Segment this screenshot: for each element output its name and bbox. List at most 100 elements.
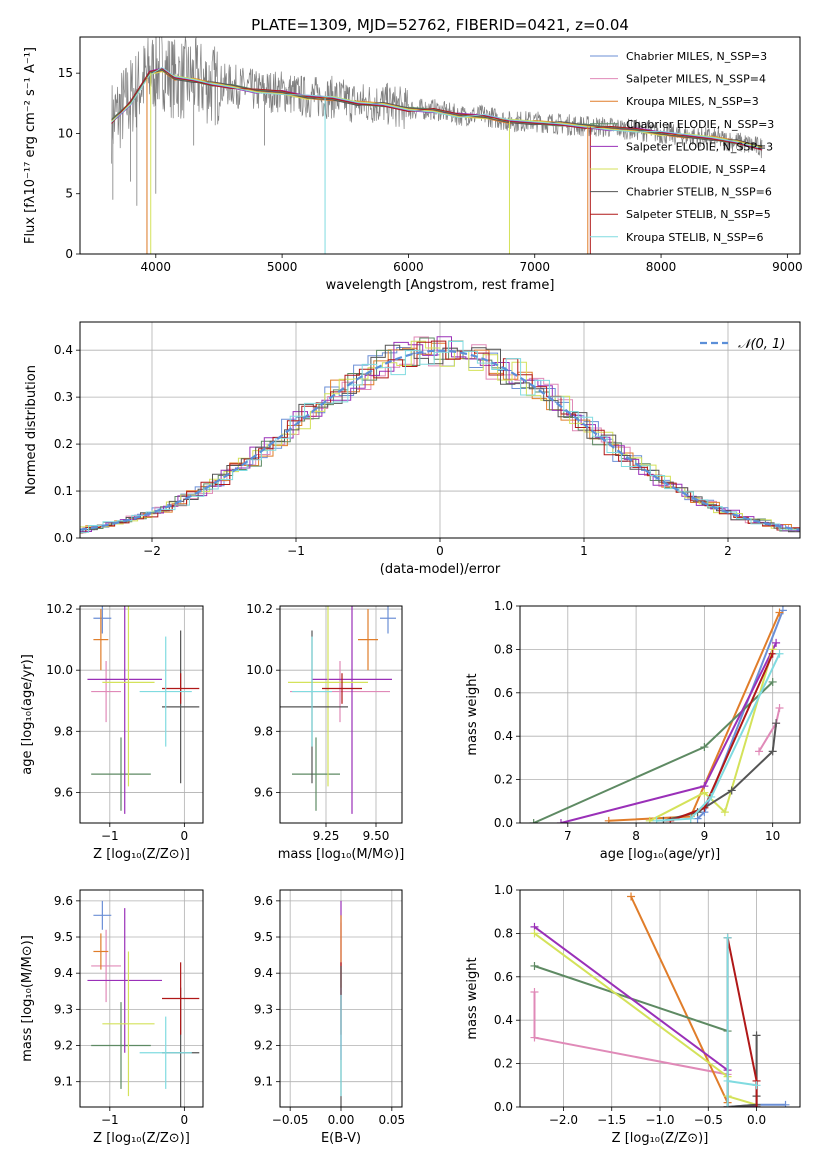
mass-weight-marker bbox=[530, 1033, 539, 1042]
x-tick-label: 8000 bbox=[646, 260, 677, 274]
mass-weight-line bbox=[758, 707, 781, 752]
mass_vs_Z-frame bbox=[79, 889, 204, 1108]
mass-weight-marker bbox=[752, 1103, 761, 1107]
mass-weight-marker bbox=[529, 819, 538, 823]
y-tick-label: 0.4 bbox=[494, 729, 513, 743]
x-axis-label: wavelength [Angstrom, rest frame] bbox=[326, 278, 555, 293]
y-tick-label: 0.6 bbox=[494, 686, 513, 700]
normal-reference-curve bbox=[80, 349, 800, 531]
age_vs_mass-plot-area bbox=[280, 606, 396, 814]
model-spectrum-line bbox=[111, 67, 763, 150]
y-tick-label: 9.6 bbox=[54, 785, 73, 799]
mass-weight-marker bbox=[775, 608, 784, 617]
mass-weight-marker bbox=[700, 788, 709, 797]
x-tick-label: 8 bbox=[632, 829, 640, 843]
y-tick-label: 15 bbox=[58, 66, 73, 80]
x-tick-label: 9000 bbox=[772, 260, 803, 274]
y-tick-label: 0.0 bbox=[494, 816, 513, 830]
mass-weight-line bbox=[630, 896, 729, 1107]
x-tick-label: −0.5 bbox=[694, 1113, 723, 1127]
x-tick-label: 1 bbox=[580, 544, 588, 558]
y-tick-label: 0.1 bbox=[54, 484, 73, 498]
model-spectrum-line bbox=[111, 68, 763, 151]
y-axis-label: mass weight bbox=[465, 673, 480, 755]
x-axis-label: (data-model)/error bbox=[380, 562, 501, 577]
x-axis-label: E(B-V) bbox=[321, 1131, 361, 1146]
y-tick-label: 9.1 bbox=[254, 1075, 273, 1089]
y-tick-label: 0.3 bbox=[54, 390, 73, 404]
mass-weight-marker bbox=[700, 743, 709, 752]
mass-weight-marker bbox=[530, 929, 539, 938]
y-axis-label: mass [log₁₀(M/M⊙)] bbox=[20, 935, 35, 1062]
age_vs_Z-frame bbox=[79, 605, 204, 824]
mass-weight-marker bbox=[755, 747, 764, 756]
x-axis-label: Z [log₁₀(Z/Z⊙)] bbox=[612, 1131, 709, 1146]
mass-weight-marker bbox=[627, 892, 636, 901]
mass-weight-marker bbox=[652, 816, 661, 823]
x-tick-label: 0.0 bbox=[747, 1113, 766, 1127]
y-tick-label: 5 bbox=[65, 187, 73, 201]
y-tick-label: 9.4 bbox=[254, 966, 273, 980]
x-tick-label: −1 bbox=[101, 829, 119, 843]
mass-weight-marker bbox=[775, 703, 784, 712]
spectrum-plot-area bbox=[111, 37, 763, 254]
x-tick-label: 7 bbox=[564, 829, 572, 843]
x-tick-label: 7000 bbox=[519, 260, 550, 274]
histogram-step-line bbox=[80, 340, 800, 534]
legend-label: Chabrier MILES, N_SSP=3 bbox=[626, 50, 767, 63]
y-tick-label: 10.2 bbox=[46, 602, 73, 616]
age_vs_mass-frame bbox=[279, 605, 403, 824]
observed-spectrum-line bbox=[111, 37, 763, 164]
legend-label: Salpeter MILES, N_SSP=4 bbox=[626, 73, 766, 86]
mass-weight-marker bbox=[530, 961, 539, 970]
mass_weight_vs_age-plot-area bbox=[529, 606, 787, 823]
mass_weight_vs_age-frame bbox=[519, 605, 801, 824]
spectrum-panel: 4000 5000 6000 7000 8000 9000 0 5 10 15 wavelength… bbox=[23, 36, 803, 293]
x-tick-label: 5000 bbox=[267, 260, 298, 274]
x-tick-label: −2.0 bbox=[549, 1113, 578, 1127]
x-axis-label: mass [log₁₀(M/M⊙)] bbox=[278, 847, 405, 862]
x-axis-label: Z [log₁₀(Z/Z⊙)] bbox=[93, 1131, 190, 1146]
mass-weight-line bbox=[533, 681, 774, 823]
legend-label: Kroupa STELIB, N_SSP=6 bbox=[626, 231, 764, 244]
legend-label: Chabrier ELODIE, N_SSP=3 bbox=[626, 118, 774, 131]
y-tick-label: 9.2 bbox=[254, 1039, 273, 1053]
mass_weight_vs_Z-plot-area bbox=[530, 892, 790, 1107]
model-spectrum-line bbox=[111, 66, 763, 150]
residuals-frame bbox=[79, 321, 801, 539]
residuals-plot-area bbox=[80, 336, 800, 534]
y-tick-label: 9.6 bbox=[254, 894, 273, 908]
mass-weight-marker bbox=[768, 747, 777, 756]
mass-weight-marker bbox=[752, 1031, 761, 1040]
y-tick-label: 9.6 bbox=[254, 785, 273, 799]
y-tick-label: 0.2 bbox=[494, 1057, 513, 1071]
mass-weight-marker bbox=[775, 649, 784, 658]
x-tick-label: 0 bbox=[181, 1113, 189, 1127]
y-tick-label: 9.8 bbox=[54, 724, 73, 738]
x-tick-label: 9.50 bbox=[363, 829, 390, 843]
legend-label: 𝒩(0, 1) bbox=[738, 337, 785, 352]
y-tick-label: 0.8 bbox=[494, 642, 513, 656]
mass_vs_EBV-panel: −0.05 0.00 0.05 9.1 9.2 9.3 9.4 9.5 9.6 E(B-V) bbox=[254, 889, 405, 1146]
mass-weight-marker bbox=[727, 786, 736, 795]
mass-weight-line bbox=[727, 1035, 758, 1107]
y-tick-label: 0.2 bbox=[54, 437, 73, 451]
y-tick-label: 0.4 bbox=[54, 343, 73, 357]
histogram-step-line bbox=[80, 344, 800, 534]
x-tick-label: 4000 bbox=[141, 260, 172, 274]
y-tick-label: 9.3 bbox=[254, 1002, 273, 1016]
residuals-panel: −2 −1 0 1 2 0.0 0.1 0.2 0.3 0.4 (data-model)/error… bbox=[24, 321, 801, 577]
y-tick-label: 9.8 bbox=[254, 724, 273, 738]
y-tick-label: 0 bbox=[65, 247, 73, 261]
mass-weight-line bbox=[534, 965, 757, 1107]
model-spectrum-line bbox=[111, 71, 763, 149]
mass_weight_vs_Z-frame bbox=[519, 889, 801, 1108]
y-tick-label: 9.1 bbox=[54, 1075, 73, 1089]
mass-weight-marker bbox=[604, 816, 613, 823]
y-tick-label: 0.4 bbox=[494, 1013, 513, 1027]
y-tick-label: 1.0 bbox=[494, 883, 513, 897]
y-axis-label: mass weight bbox=[465, 957, 480, 1039]
mass-weight-marker bbox=[752, 1081, 761, 1090]
mass-weight-marker bbox=[772, 638, 781, 647]
figure-title: PLATE=1309, MJD=52762, FIBERID=0421, z=0… bbox=[251, 16, 629, 34]
